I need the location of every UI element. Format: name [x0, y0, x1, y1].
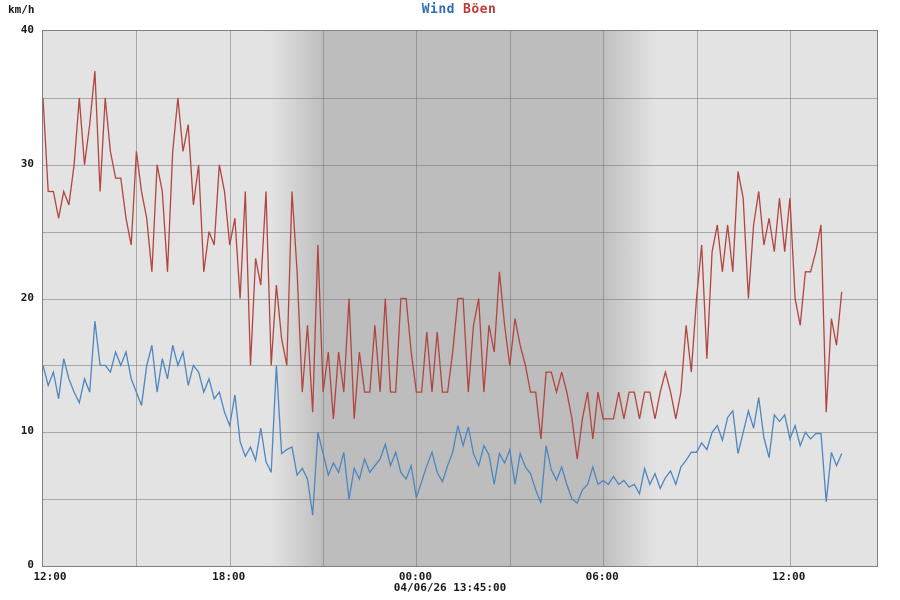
legend-gust-label: Böen [463, 2, 497, 17]
y-tick-label: 20 [20, 290, 34, 304]
y-tick-label: 10 [20, 424, 34, 438]
chart-timestamp: 04/06/26 13:45:00 [393, 581, 507, 594]
y-axis-unit-label: km/h [8, 3, 35, 16]
chart-title: Wind Böen [42, 2, 876, 17]
y-tick-label: 40 [20, 23, 34, 36]
gust-line [43, 71, 843, 460]
x-tick-label: 12:00 [772, 570, 806, 583]
y-tick-label: 0 [27, 558, 34, 571]
wind-line [43, 321, 843, 516]
x-tick-label: 18:00 [212, 570, 246, 583]
plot-area [42, 30, 878, 567]
x-tick-label: 12:00 [33, 570, 67, 583]
legend-wind-label: Wind [421, 2, 455, 17]
chart-canvas [43, 31, 877, 566]
x-tick-label: 00:00 [398, 570, 432, 583]
gridlines [43, 31, 877, 566]
x-tick-label: 06:00 [585, 570, 619, 583]
y-tick-label: 30 [20, 156, 34, 170]
